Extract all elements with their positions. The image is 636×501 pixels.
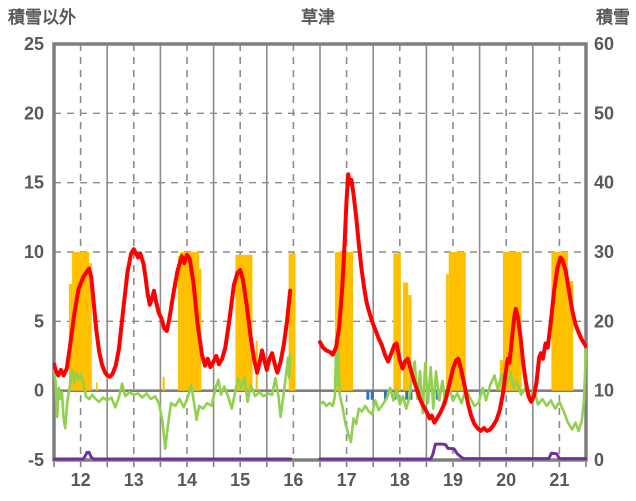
left-axis-tick-label: 20	[24, 103, 44, 123]
left-axis-tick-label: 10	[24, 242, 44, 262]
purple-line	[53, 442, 587, 461]
x-axis-day-label: 19	[443, 470, 463, 490]
left-axis-title: 積雪以外	[8, 8, 76, 27]
left-axis-tick-label: 5	[34, 311, 44, 331]
x-axis-day-label: 16	[283, 470, 303, 490]
right-axis-tick-label: 0	[594, 450, 604, 470]
right-axis-tick-label: 60	[594, 34, 614, 54]
red-line	[53, 172, 587, 433]
x-axis-day-label: 12	[71, 470, 91, 490]
right-axis-tick-label: 30	[594, 242, 614, 262]
right-axis-tick-label: 20	[594, 311, 614, 331]
left-axis-tick-label: 15	[24, 173, 44, 193]
left-axis-tick-label: 0	[34, 381, 44, 401]
x-axis-day-label: 20	[496, 470, 516, 490]
right-axis-tick-label: 50	[594, 103, 614, 123]
right-axis-tick-label: 10	[594, 381, 614, 401]
x-axis-day-label: 18	[390, 470, 410, 490]
chart-title: 草津	[301, 8, 335, 27]
left-axis-tick-label: 25	[24, 34, 44, 54]
x-axis-day-label: 15	[230, 470, 250, 490]
right-axis-title: 積雪	[596, 8, 630, 27]
left-axis-tick-label: -5	[28, 450, 44, 470]
x-axis-day-label: 17	[337, 470, 357, 490]
x-axis-day-label: 21	[549, 470, 569, 490]
right-axis-tick-label: 40	[594, 173, 614, 193]
x-axis-day-label: 13	[124, 470, 144, 490]
x-axis-ticks	[53, 462, 587, 467]
green-line	[53, 347, 587, 451]
x-axis-day-label: 14	[177, 470, 197, 490]
